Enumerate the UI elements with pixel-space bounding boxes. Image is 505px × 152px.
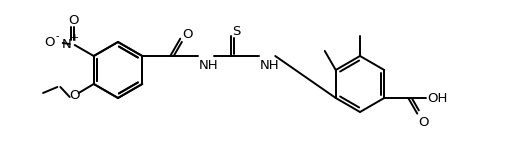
Text: N: N [62, 38, 72, 50]
Text: O: O [69, 88, 80, 102]
Text: O: O [182, 28, 192, 41]
Text: -: - [56, 31, 59, 41]
Text: NH: NH [199, 59, 219, 72]
Text: S: S [232, 24, 240, 38]
Text: +: + [70, 33, 78, 43]
Text: O: O [68, 14, 79, 26]
Text: NH: NH [260, 59, 279, 72]
Text: OH: OH [426, 92, 447, 105]
Text: O: O [44, 36, 55, 48]
Text: O: O [418, 116, 428, 129]
